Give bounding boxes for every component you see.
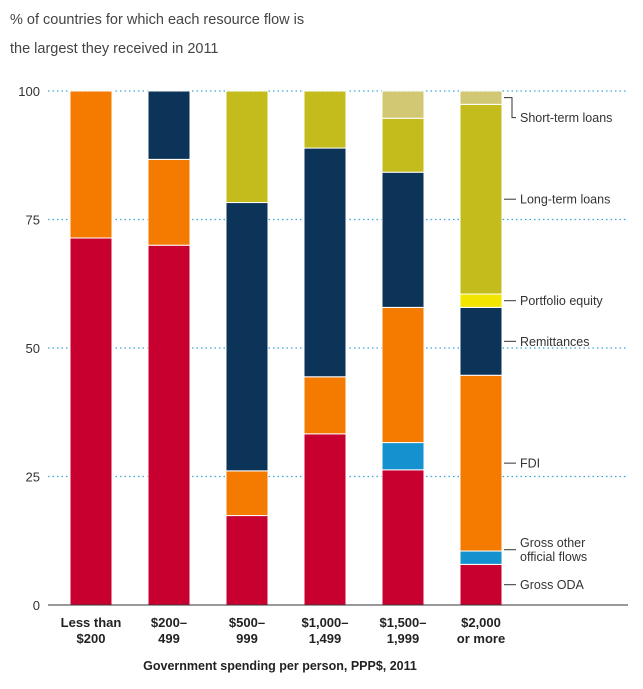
chart-title-line-2: the largest they received in 2011 <box>10 41 219 57</box>
legend-label: Gross ODA <box>520 578 585 592</box>
bar-segment-fdi <box>303 376 347 435</box>
legend-label: Portfolio equity <box>520 294 603 308</box>
x-tick-label: $200 <box>77 631 106 646</box>
legend-label: official flows <box>520 550 587 564</box>
bar-segment-fdi <box>459 374 503 552</box>
bar-segment-gross-other-official-flows <box>381 442 425 471</box>
bar-segment-long-term-loans <box>459 103 503 295</box>
bar-segment-short-term-loans <box>381 90 425 119</box>
bar-segment-long-term-loans <box>303 90 347 149</box>
x-axis-categories: Less than$200 $200–499 $500–999 $1,000–1,49… <box>61 615 506 646</box>
legend-label: Short-term loans <box>520 111 612 125</box>
bar-group-0 <box>69 90 113 606</box>
bars <box>69 90 503 606</box>
bar-segment-portfolio-equity <box>459 293 503 308</box>
bar-segment-gross-oda <box>459 563 503 606</box>
bar-segment-fdi <box>147 158 191 246</box>
x-tick-label: 999 <box>236 631 258 646</box>
y-axis-ticks: 0 25 50 75 100 <box>18 84 40 613</box>
chart-title-line-1: % of countries for which each resource f… <box>10 12 304 28</box>
legend-item-remittances: Remittances <box>504 335 589 349</box>
bar-segment-short-term-loans <box>459 90 503 105</box>
x-tick-label: 1,999 <box>387 631 420 646</box>
bar-segment-gross-oda <box>69 237 113 606</box>
legend-item-gross-oda: Gross ODA <box>504 578 585 592</box>
legend-item-short-term-loans: Short-term loans <box>504 97 612 125</box>
legend-label: FDI <box>520 457 540 471</box>
legend-leader-line <box>504 97 516 119</box>
y-tick-label: 25 <box>26 470 40 485</box>
legend-item-fdi: FDI <box>504 457 540 471</box>
x-tick-label: $1,000– <box>302 615 349 630</box>
y-tick-label: 0 <box>33 598 40 613</box>
x-tick-label: $2,000 <box>461 615 501 630</box>
bar-group-3 <box>303 90 347 606</box>
x-tick-label: $1,500– <box>380 615 427 630</box>
legend-label: Gross other <box>520 536 585 550</box>
x-tick-label: Less than <box>61 615 122 630</box>
legend-label: Long-term loans <box>520 193 610 207</box>
bar-segment-fdi <box>381 306 425 444</box>
bar-segment-remittances <box>225 202 269 472</box>
bar-segment-gross-oda <box>225 515 269 606</box>
x-tick-label: 1,499 <box>309 631 342 646</box>
chart-title: % of countries for which each resource f… <box>10 12 304 57</box>
bar-group-2 <box>225 90 269 606</box>
bar-segment-fdi <box>225 470 269 517</box>
x-tick-label: $200– <box>151 615 187 630</box>
bar-segment-gross-other-official-flows <box>459 550 503 565</box>
bar-segment-remittances <box>459 306 503 376</box>
bar-segment-remittances <box>147 90 191 160</box>
bar-segment-long-term-loans <box>225 90 269 204</box>
bar-segment-gross-oda <box>303 433 347 606</box>
legend-item-portfolio-equity: Portfolio equity <box>504 294 603 308</box>
bar-group-4 <box>381 90 425 606</box>
y-tick-label: 100 <box>18 84 40 99</box>
legend-label: Remittances <box>520 335 589 349</box>
bar-group-1 <box>147 90 191 606</box>
x-tick-label: 499 <box>158 631 180 646</box>
bar-group-5 <box>459 90 503 606</box>
bar-segment-fdi <box>69 90 113 239</box>
x-axis-label: Government spending per person, PPP$, 20… <box>143 659 417 673</box>
y-tick-label: 50 <box>26 341 40 356</box>
y-tick-label: 75 <box>26 213 40 228</box>
bar-segment-gross-oda <box>147 244 191 606</box>
bar-segment-gross-oda <box>381 469 425 606</box>
bar-segment-remittances <box>303 147 347 378</box>
legend-item-long-term-loans: Long-term loans <box>504 193 610 207</box>
x-tick-label: $500– <box>229 615 265 630</box>
bar-segment-remittances <box>381 171 425 308</box>
x-tick-label: or more <box>457 631 505 646</box>
bar-segment-long-term-loans <box>381 117 425 173</box>
